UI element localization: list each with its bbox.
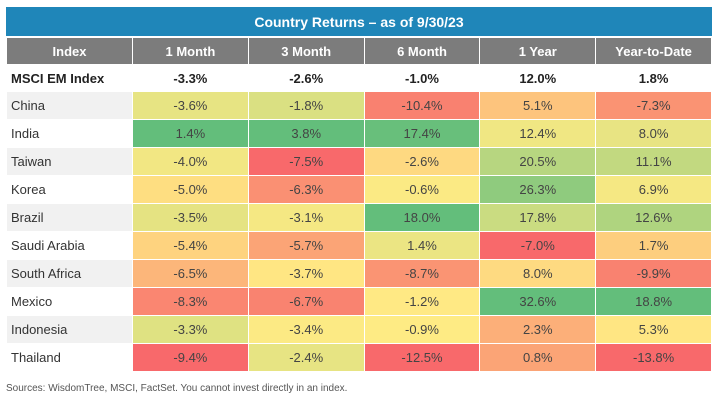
country-name: South Africa bbox=[6, 259, 133, 288]
return-cell: 17.8% bbox=[479, 203, 597, 232]
country-name: India bbox=[6, 119, 133, 148]
table-row: Taiwan -4.0% -7.5% -2.6% 20.5% 11.1% bbox=[6, 147, 712, 176]
return-cell: 2.3% bbox=[479, 315, 597, 344]
return-cell: -5.0% bbox=[132, 175, 249, 204]
benchmark-value: -3.3% bbox=[132, 64, 249, 92]
benchmark-value: 12.0% bbox=[479, 64, 597, 92]
return-cell: 12.6% bbox=[595, 203, 712, 232]
column-header: Index bbox=[6, 37, 133, 65]
return-cell: -8.7% bbox=[363, 259, 481, 288]
return-cell: 17.4% bbox=[363, 119, 481, 148]
benchmark-name: MSCI EM Index bbox=[6, 64, 133, 92]
return-cell: 20.5% bbox=[479, 147, 597, 176]
return-cell: 11.1% bbox=[595, 147, 712, 176]
return-cell: 6.9% bbox=[595, 175, 712, 204]
country-name: Korea bbox=[6, 175, 133, 204]
benchmark-value: -2.6% bbox=[247, 64, 365, 92]
return-cell: 12.4% bbox=[479, 119, 597, 148]
return-cell: 1.4% bbox=[363, 231, 481, 260]
return-cell: -3.4% bbox=[247, 315, 365, 344]
country-name: Mexico bbox=[6, 287, 133, 316]
return-cell: -8.3% bbox=[132, 287, 249, 316]
return-cell: -4.0% bbox=[132, 147, 249, 176]
column-header: Year-to-Date bbox=[595, 37, 712, 65]
benchmark-row: MSCI EM Index -3.3% -2.6% -1.0% 12.0% 1.… bbox=[6, 64, 712, 92]
table-row: Brazil -3.5% -3.1% 18.0% 17.8% 12.6% bbox=[6, 203, 712, 232]
column-header: 3 Month bbox=[247, 37, 365, 65]
return-cell: -7.3% bbox=[595, 91, 712, 120]
return-cell: 18.8% bbox=[595, 287, 712, 316]
return-cell: -0.9% bbox=[363, 315, 481, 344]
return-cell: 26.3% bbox=[479, 175, 597, 204]
table-row: Saudi Arabia -5.4% -5.7% 1.4% -7.0% 1.7% bbox=[6, 231, 712, 260]
country-name: Indonesia bbox=[6, 315, 133, 344]
table-row: Thailand -9.4% -2.4% -12.5% 0.8% -13.8% bbox=[6, 343, 712, 372]
table-row: South Africa -6.5% -3.7% -8.7% 8.0% -9.9% bbox=[6, 259, 712, 288]
return-cell: -3.3% bbox=[132, 315, 249, 344]
return-cell: -7.5% bbox=[247, 147, 365, 176]
table-row: Mexico -8.3% -6.7% -1.2% 32.6% 18.8% bbox=[6, 287, 712, 316]
return-cell: 0.8% bbox=[479, 343, 597, 372]
return-cell: -10.4% bbox=[363, 91, 481, 120]
table-row: China -3.6% -1.8% -10.4% 5.1% -7.3% bbox=[6, 91, 712, 120]
table-row: Korea -5.0% -6.3% -0.6% 26.3% 6.9% bbox=[6, 175, 712, 204]
return-cell: -6.5% bbox=[132, 259, 249, 288]
return-cell: -3.5% bbox=[132, 203, 249, 232]
return-cell: 5.3% bbox=[595, 315, 712, 344]
column-header: 1 Month bbox=[132, 37, 249, 65]
country-name: Taiwan bbox=[6, 147, 133, 176]
return-cell: -13.8% bbox=[595, 343, 712, 372]
benchmark-value: 1.8% bbox=[595, 64, 712, 92]
return-cell: -5.4% bbox=[132, 231, 249, 260]
return-cell: -1.2% bbox=[363, 287, 481, 316]
returns-table: Index 1 Month 3 Month 6 Month 1 Year Yea… bbox=[6, 37, 712, 372]
return-cell: 5.1% bbox=[479, 91, 597, 120]
return-cell: -3.6% bbox=[132, 91, 249, 120]
table-row: India 1.4% 3.8% 17.4% 12.4% 8.0% bbox=[6, 119, 712, 148]
country-name: Thailand bbox=[6, 343, 133, 372]
column-header: 1 Year bbox=[479, 37, 597, 65]
return-cell: -0.6% bbox=[363, 175, 481, 204]
return-cell: -7.0% bbox=[479, 231, 597, 260]
return-cell: -5.7% bbox=[247, 231, 365, 260]
return-cell: -2.6% bbox=[363, 147, 481, 176]
return-cell: -1.8% bbox=[247, 91, 365, 120]
return-cell: 18.0% bbox=[363, 203, 481, 232]
return-cell: 3.8% bbox=[247, 119, 365, 148]
header-row: Index 1 Month 3 Month 6 Month 1 Year Yea… bbox=[6, 37, 712, 65]
country-name: Brazil bbox=[6, 203, 133, 232]
return-cell: -6.7% bbox=[247, 287, 365, 316]
return-cell: -3.7% bbox=[247, 259, 365, 288]
return-cell: -2.4% bbox=[247, 343, 365, 372]
country-name: China bbox=[6, 91, 133, 120]
return-cell: -9.9% bbox=[595, 259, 712, 288]
return-cell: -12.5% bbox=[363, 343, 481, 372]
return-cell: 1.4% bbox=[132, 119, 249, 148]
return-cell: 1.7% bbox=[595, 231, 712, 260]
column-header: 6 Month bbox=[363, 37, 481, 65]
return-cell: 32.6% bbox=[479, 287, 597, 316]
return-cell: -3.1% bbox=[247, 203, 365, 232]
country-name: Saudi Arabia bbox=[6, 231, 133, 260]
return-cell: 8.0% bbox=[479, 259, 597, 288]
table-row: Indonesia -3.3% -3.4% -0.9% 2.3% 5.3% bbox=[6, 315, 712, 344]
benchmark-value: -1.0% bbox=[363, 64, 481, 92]
table-title: Country Returns – as of 9/30/23 bbox=[6, 7, 712, 36]
return-cell: -6.3% bbox=[247, 175, 365, 204]
return-cell: 8.0% bbox=[595, 119, 712, 148]
return-cell: -9.4% bbox=[132, 343, 249, 372]
source-note: Sources: WisdomTree, MSCI, FactSet. You … bbox=[6, 383, 348, 394]
